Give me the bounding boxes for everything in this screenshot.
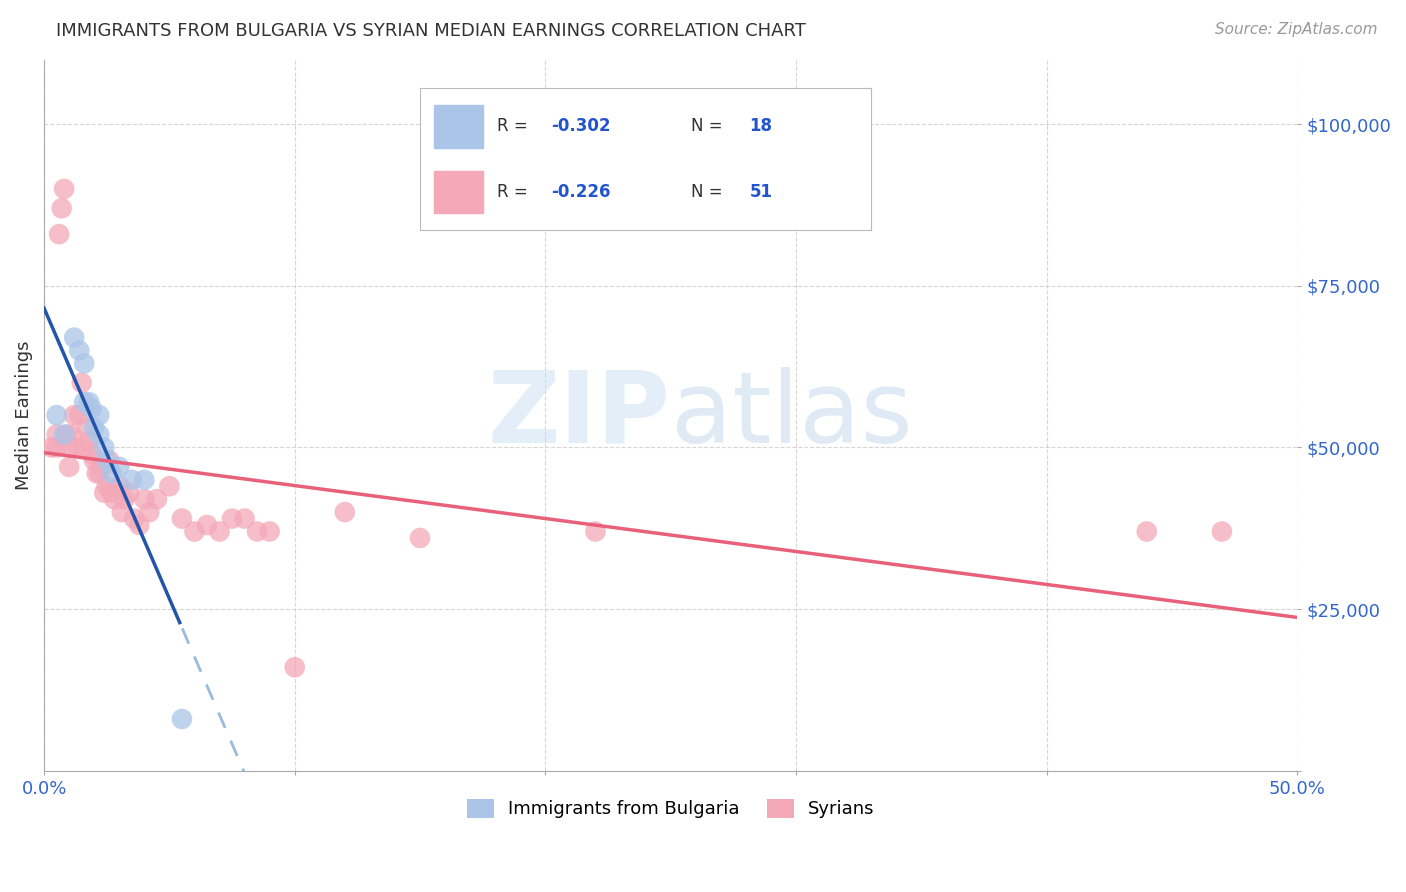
Point [108,479,131,493]
Point [58,459,80,474]
Point [45,427,67,442]
Point [55,427,77,442]
Point [66,441,89,455]
Point [233,511,256,525]
Point [86,467,108,481]
Point [63,408,86,422]
Point [333,505,356,519]
Point [134,492,156,507]
Point [90,459,112,474]
Point [63,330,86,344]
Point [121,473,143,487]
Point [53,182,76,196]
Point [96,453,118,467]
Point [73,356,96,370]
Point [170,511,193,525]
Point [128,518,150,533]
Point [103,492,125,507]
Point [60,427,83,442]
Point [124,511,146,525]
Point [246,524,269,539]
Point [58,441,80,455]
Point [183,524,205,539]
Point [134,473,156,487]
Point [146,492,169,507]
Point [1211,524,1233,539]
Text: Source: ZipAtlas.com: Source: ZipAtlas.com [1215,22,1378,37]
Text: atlas: atlas [671,367,912,464]
Point [70,376,93,390]
Point [221,511,243,525]
Point [73,441,96,455]
Point [1136,524,1159,539]
Point [76,421,98,435]
Point [89,427,111,442]
Point [284,660,307,674]
Point [83,453,105,467]
Point [83,421,105,435]
Point [157,479,180,493]
Point [100,467,122,481]
Point [51,202,73,216]
Point [138,505,160,519]
Point [45,408,67,422]
Point [100,485,122,500]
Point [195,518,218,533]
Point [259,524,281,539]
Point [67,343,90,358]
Point [409,531,432,545]
Point [80,447,103,461]
Point [53,427,76,442]
Point [41,441,63,455]
Point [98,453,121,467]
Point [77,434,100,448]
Legend: Immigrants from Bulgaria, Syrians: Immigrants from Bulgaria, Syrians [460,792,882,826]
Point [111,505,134,519]
Text: ZIP: ZIP [488,367,671,464]
Point [93,485,115,500]
Point [77,395,100,409]
Point [583,524,606,539]
Point [93,441,115,455]
Point [89,467,111,481]
Y-axis label: Median Earnings: Median Earnings [15,341,32,490]
Point [45,441,67,455]
Point [48,227,70,241]
Point [73,395,96,409]
Point [112,492,135,507]
Point [96,479,118,493]
Text: IMMIGRANTS FROM BULGARIA VS SYRIAN MEDIAN EARNINGS CORRELATION CHART: IMMIGRANTS FROM BULGARIA VS SYRIAN MEDIA… [56,22,806,40]
Point [208,524,231,539]
Point [108,459,131,474]
Point [118,485,141,500]
Point [80,401,103,416]
Point [67,408,90,422]
Point [89,408,111,422]
Point [170,712,193,726]
